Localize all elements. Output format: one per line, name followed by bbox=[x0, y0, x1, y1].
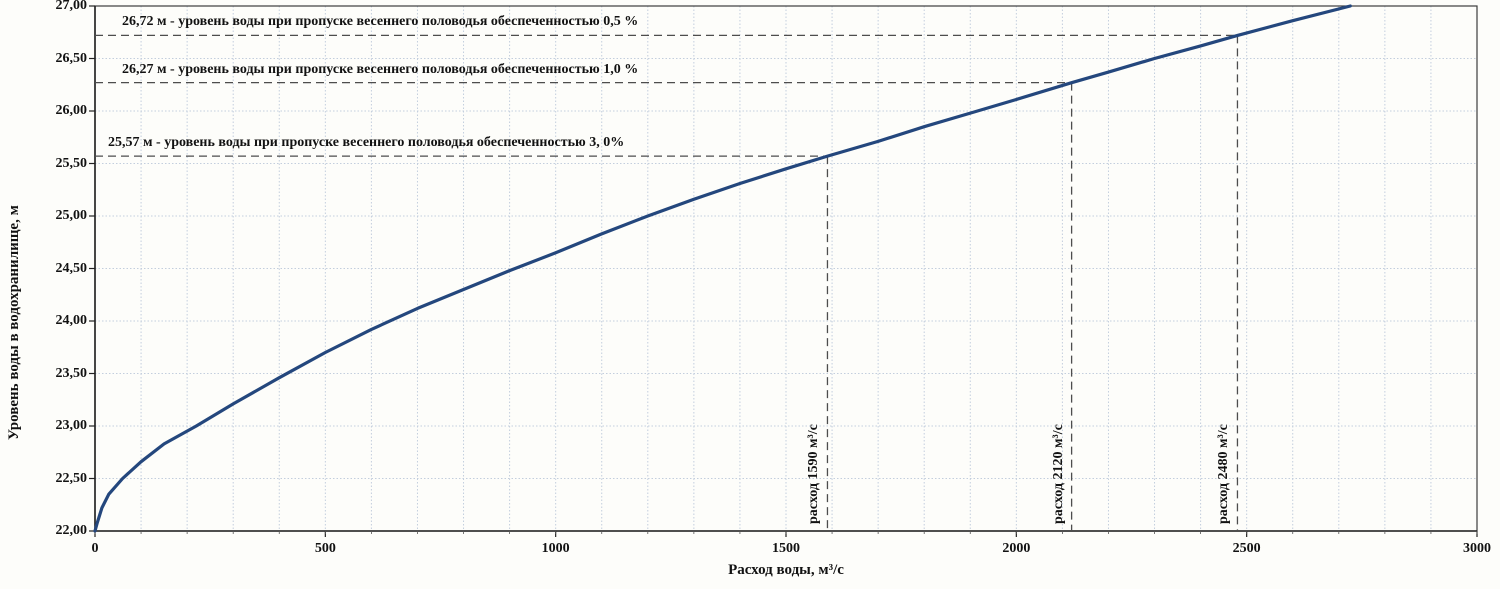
x-tick-label: 2500 bbox=[1232, 541, 1261, 556]
discharge-label-2120: расход 2120 м³/с bbox=[1050, 424, 1066, 524]
discharge-label-2480: расход 2480 м³/с bbox=[1216, 424, 1232, 524]
x-tick-label: 2000 bbox=[1002, 541, 1031, 556]
x-tick-label: 1500 bbox=[772, 541, 800, 556]
level-annotation-0.5pct: 26,72 м - уровень воды при пропуске весе… bbox=[122, 14, 639, 30]
x-tick-label: 1000 bbox=[541, 541, 570, 556]
rating-curve bbox=[93, 4, 1352, 533]
discharge-label-1590: расход 1590 м³/с bbox=[806, 424, 822, 524]
level-annotation-1.0pct: 26,27 м - уровень воды при пропуске весе… bbox=[122, 61, 639, 77]
y-tick-label: 25,00 bbox=[55, 208, 88, 223]
y-tick-label: 25,50 bbox=[55, 155, 88, 171]
y-tick-label: 23,50 bbox=[55, 365, 88, 381]
y-tick-label: 23,00 bbox=[55, 418, 88, 433]
level-annotation-3.0pct: 25,57 м - уровень воды при пропуске весе… bbox=[108, 135, 625, 151]
y-tick-label: 26,00 bbox=[55, 103, 88, 118]
y-tick-label: 22,50 bbox=[55, 470, 88, 486]
y-tick-label: 24,00 bbox=[55, 313, 88, 328]
x-tick-label: 500 bbox=[314, 541, 336, 556]
x-tick-label: 3000 bbox=[1463, 541, 1491, 556]
y-axis-title: Уровень воды в водохранилище, м bbox=[6, 205, 22, 440]
x-tick-label: 0 bbox=[91, 541, 99, 556]
y-tick-label: 24,50 bbox=[55, 260, 88, 276]
y-tick-label: 27,00 bbox=[55, 0, 88, 13]
y-tick-label: 22,00 bbox=[55, 523, 88, 538]
y-tick-label: 26,50 bbox=[55, 50, 88, 66]
x-axis-title: Расход воды, м³/с bbox=[728, 562, 844, 578]
